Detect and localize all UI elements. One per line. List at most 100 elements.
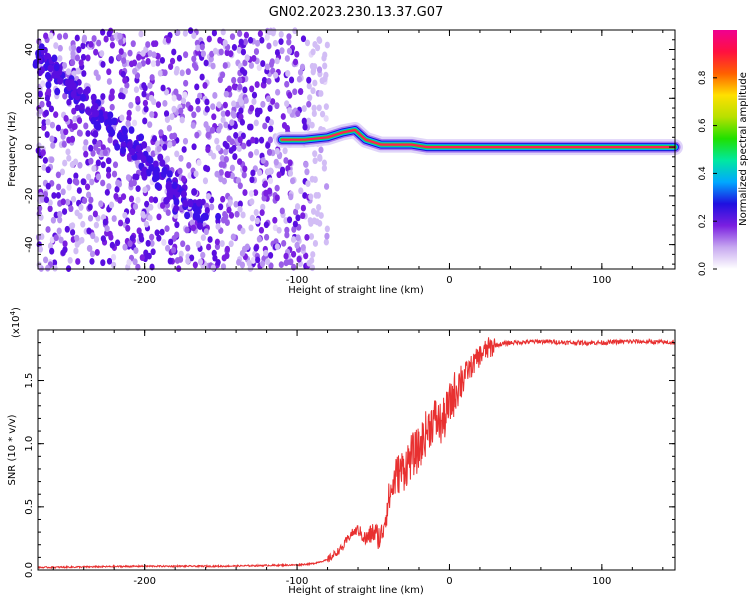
noise-cell [261,76,268,84]
noise-cell [224,245,230,253]
noise-cell [81,36,87,44]
noise-cell [205,125,211,133]
diagonal-trace-cell [140,169,147,178]
noise-cell [67,177,73,185]
noise-cell [185,257,191,265]
noise-cell [76,117,83,124]
noise-cell [89,257,95,265]
noise-cell [106,68,112,76]
noise-cell [37,107,43,115]
noise-cell [50,142,56,149]
noise-cell [249,198,255,206]
noise-cell [57,216,63,224]
noise-cell [274,194,280,202]
noise-cell [91,165,97,172]
noise-cell [74,54,81,62]
noise-cell [126,114,132,122]
noise-cell [204,98,210,106]
noise-cell [150,150,156,158]
noise-cell [39,100,45,108]
noise-cell [231,44,238,51]
spectrogram-xtick-label: 100 [592,275,611,286]
noise-cell [127,49,133,57]
snr-panel: -200 -100 0 100 0.0 0.5 1.0 1.5 Height of strai… [7,307,676,596]
noise-cell [129,234,135,242]
diagonal-trace-cell [44,71,51,80]
noise-cell [100,93,106,100]
noise-cell [40,80,46,88]
noise-cell [204,105,210,113]
noise-cell [265,142,271,149]
noise-cell [36,261,42,269]
noise-cell [162,100,168,107]
diagonal-trace-cell [38,43,45,51]
noise-cell [236,46,242,54]
noise-cell [164,225,170,232]
noise-cell [126,259,132,266]
noise-cell [124,217,131,225]
noise-cell [158,129,164,137]
noise-cell [108,94,114,102]
noise-cell [130,208,136,216]
noise-cell [236,145,242,153]
noise-cell [299,63,306,71]
noise-cell [88,196,94,204]
noise-cell [142,186,148,194]
colorbar-tick-label: 0.0 [698,262,708,277]
noise-cell [240,227,246,235]
noise-cell [231,144,237,152]
noise-cell [268,262,274,270]
diagonal-trace-cell [141,141,148,149]
noise-cell [300,212,306,220]
noise-cell [233,200,239,208]
noise-cell [45,182,51,190]
noise-cell [49,135,55,143]
noise-cell [70,59,76,67]
noise-cell [316,66,323,74]
noise-cell [139,254,145,262]
noise-cell [256,64,262,72]
noise-cell [57,55,63,62]
noise-cell [254,39,261,47]
noise-cell [119,114,125,122]
diagonal-trace-cell [167,192,174,200]
noise-cell [266,77,272,85]
noise-cell [305,180,311,188]
noise-cell [304,233,310,241]
noise-cell [147,50,153,57]
noise-cell [90,232,96,240]
noise-cell [295,110,301,118]
noise-cell [263,189,269,197]
noise-cell [259,209,265,217]
diagonal-trace-cell [193,210,200,219]
noise-cell [284,226,290,234]
noise-cell [135,104,141,112]
noise-cell [319,110,326,118]
noise-cell [294,203,301,210]
noise-cell [248,151,254,159]
noise-cell [92,210,98,218]
noise-cell [267,251,274,259]
noise-cell [46,87,52,95]
noise-cell [324,232,330,240]
noise-cell [80,220,86,228]
noise-cell [311,110,317,117]
colorbar-label: Normalized spectral amplitude [738,72,749,226]
noise-cell [99,50,105,57]
noise-cell [218,175,224,183]
noise-cell [323,103,329,111]
noise-cell [304,168,310,176]
noise-cell [268,61,274,68]
noise-cell [260,100,266,108]
diagonal-trace-cell [122,127,129,135]
noise-cell [294,241,300,249]
noise-cell [47,199,53,207]
noise-cell [104,188,110,196]
noise-cell [194,83,200,91]
noise-cell [161,239,167,246]
noise-cell [189,254,195,262]
noise-cell [310,87,316,95]
noise-cell [221,254,227,262]
noise-cell [49,236,55,244]
